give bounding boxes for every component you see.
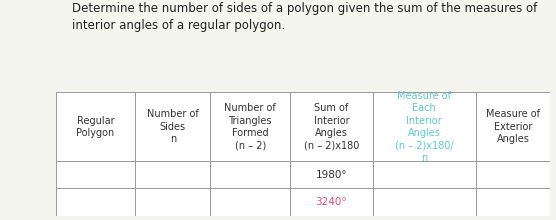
Text: Sum of
Interior
Angles
(n – 2)x180: Sum of Interior Angles (n – 2)x180 — [304, 103, 359, 150]
Bar — [136, 161, 210, 189]
Text: Determine the number of sides of a polygon given the sum of the measures of
inte: Determine the number of sides of a polyg… — [72, 2, 538, 32]
Bar — [373, 189, 476, 216]
Text: Number of
Sides
n: Number of Sides n — [147, 110, 198, 144]
Bar — [56, 161, 136, 189]
Bar — [476, 92, 550, 161]
Text: Measure of
Each
Interior
Angles
(n – 2)x180/
n: Measure of Each Interior Angles (n – 2)x… — [395, 91, 454, 163]
Bar — [56, 92, 136, 161]
Bar — [373, 92, 476, 161]
Bar — [373, 161, 476, 189]
Bar — [136, 189, 210, 216]
Bar — [136, 92, 210, 161]
Bar — [290, 189, 373, 216]
Bar — [56, 189, 136, 216]
Bar — [290, 161, 373, 189]
Bar — [290, 92, 373, 161]
Text: Number of
Triangles
Formed
(n – 2): Number of Triangles Formed (n – 2) — [224, 103, 276, 150]
Bar — [476, 189, 550, 216]
Bar — [476, 161, 550, 189]
Bar — [210, 161, 290, 189]
Text: Regular
Polygon: Regular Polygon — [76, 116, 115, 138]
Text: Measure of
Exterior
Angles: Measure of Exterior Angles — [486, 110, 540, 144]
Text: 1980°: 1980° — [316, 170, 347, 180]
Bar — [210, 92, 290, 161]
Bar — [210, 189, 290, 216]
Text: 3240°: 3240° — [316, 197, 347, 207]
